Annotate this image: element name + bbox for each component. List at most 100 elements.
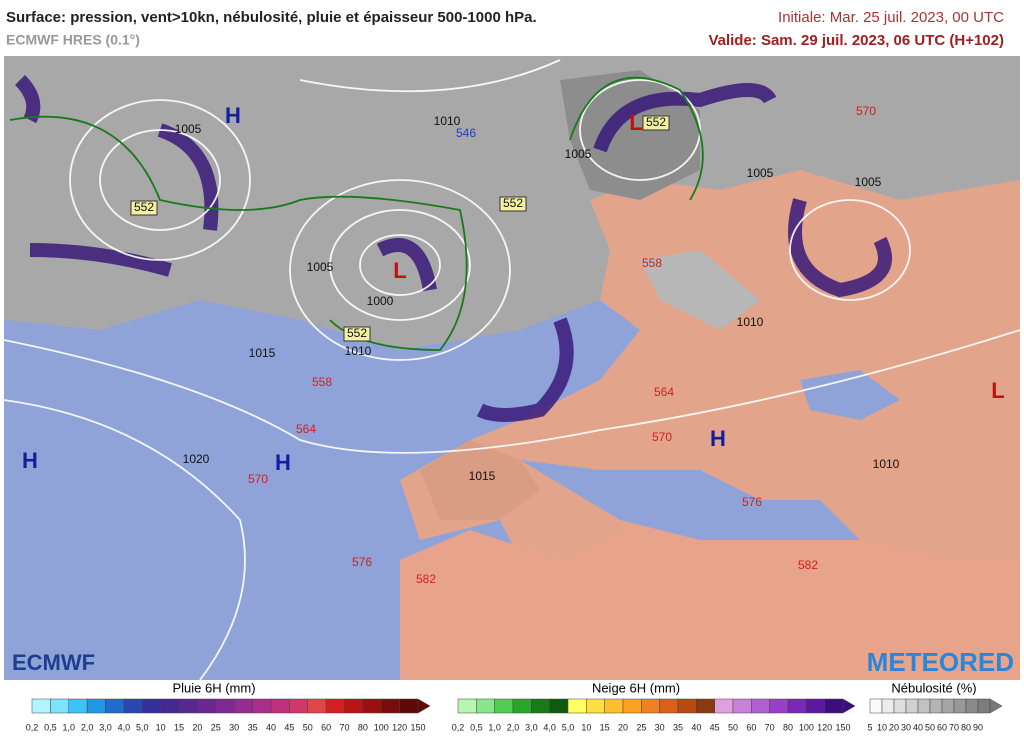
colorbar-label: 80	[961, 722, 971, 732]
colorbar-label: 20	[192, 722, 202, 732]
colorbar-label: 2,0	[507, 722, 520, 732]
colorbar-label: 45	[710, 722, 720, 732]
logo: METEORED	[867, 647, 1014, 677]
colorbar-label: 60	[746, 722, 756, 732]
colorbar-step	[977, 698, 991, 714]
map	[4, 56, 1020, 680]
contour-label: 1000	[367, 294, 394, 308]
colorbar-label: 0,5	[44, 722, 57, 732]
colorbar-label: 10	[581, 722, 591, 732]
colorbar-step	[732, 698, 752, 714]
label-box	[130, 200, 158, 216]
colorbar-label: 0,5	[470, 722, 483, 732]
colorbar-step	[142, 698, 161, 714]
contour-label: 576	[742, 495, 762, 509]
colorbar-step	[494, 698, 514, 714]
contour-label: 570	[248, 472, 268, 486]
colorbar-step	[289, 698, 308, 714]
colorbar-step	[881, 698, 895, 714]
colorbar-step	[197, 698, 217, 714]
colorbar-label: 90	[973, 722, 983, 732]
pressure-center: L	[629, 110, 642, 135]
colorbar-label: 0,2	[452, 722, 465, 732]
colorbar-step	[68, 698, 88, 714]
colorbar-label: 80	[358, 722, 368, 732]
colorbar-label: 3,0	[99, 722, 112, 732]
colorbar-step	[824, 698, 844, 714]
colorbar-step	[787, 698, 807, 714]
colorbar-label: 35	[673, 722, 683, 732]
title: Surface: pression, vent>10kn, nébulosité…	[6, 9, 537, 26]
colorbar-label: 70	[765, 722, 775, 732]
colorbar-step	[751, 698, 770, 714]
colorbar-step	[677, 698, 697, 714]
colorbar-step	[178, 698, 198, 714]
colorbar-step	[929, 698, 943, 714]
initial-time: Initiale: Mar. 25 juil. 2023, 00 UTC	[778, 9, 1004, 26]
colorbar-step	[586, 698, 605, 714]
contour-label: 570	[856, 104, 876, 118]
rain-title: Pluie 6H (mm)	[172, 680, 255, 695]
label-box	[499, 196, 527, 212]
colorbar-label: 10	[877, 722, 887, 732]
colorbar-label: 2,0	[81, 722, 94, 732]
colorbar-step	[531, 698, 550, 714]
colorbar-step	[344, 698, 364, 714]
colorbar-step	[567, 698, 587, 714]
colorbar-label: 150	[410, 722, 425, 732]
colorbar-label: 60	[321, 722, 331, 732]
colorbar-step	[659, 698, 679, 714]
colorbar-label: 150	[835, 722, 850, 732]
snow-title: Neige 6H (mm)	[592, 680, 680, 695]
colorbar-label: 70	[339, 722, 349, 732]
colorbar-label: 60	[937, 722, 947, 732]
mediterranean	[520, 460, 860, 540]
contour-label: 552	[347, 326, 367, 340]
contour-label: 1010	[873, 457, 900, 471]
colorbar-step	[622, 698, 642, 714]
iberia	[420, 440, 540, 520]
contour-label: 582	[798, 558, 818, 572]
pressure-center: H	[225, 103, 241, 128]
colorbar-step	[769, 698, 789, 714]
colorbar-step	[476, 698, 495, 714]
colorbar-label: 100	[799, 722, 814, 732]
colorbar-step	[869, 698, 883, 714]
colorbar-step	[941, 698, 955, 714]
pressure-center: H	[22, 448, 38, 473]
pressure-center: L	[393, 258, 406, 283]
colorbar-label: 30	[229, 722, 239, 732]
cloud-patch	[640, 250, 760, 330]
contour-label: 1010	[434, 114, 461, 128]
colorbar-step	[380, 698, 400, 714]
contour-label: 576	[352, 555, 372, 569]
colorbar-step	[641, 698, 660, 714]
colorbar-label: 100	[374, 722, 389, 732]
colorbar-arrow	[842, 698, 856, 714]
contour-label: 546	[456, 126, 476, 140]
colorbar-label: 1,0	[63, 722, 76, 732]
colorbar-label: 4,0	[543, 722, 556, 732]
colorbar-arrow	[417, 698, 431, 714]
contour-label: 1015	[249, 346, 276, 360]
pressure-center: H	[710, 426, 726, 451]
colorbar-label: 0,2	[26, 722, 39, 732]
colorbar-label: 15	[174, 722, 184, 732]
colorbar-step	[252, 698, 272, 714]
pressure-center: L	[991, 378, 1004, 403]
colorbar-label: 40	[266, 722, 276, 732]
colorbar-step	[362, 698, 382, 714]
colorbar-label: 20	[889, 722, 899, 732]
colorbar-step	[457, 698, 477, 714]
colorbar-step	[31, 698, 51, 714]
contour-label: 552	[646, 115, 666, 129]
colorbar-label: 50	[303, 722, 313, 732]
colorbar-step	[160, 698, 180, 714]
colorbar-step	[123, 698, 143, 714]
contour-label: 1005	[747, 166, 774, 180]
colorbar-step	[714, 698, 734, 714]
colorbar-label: 80	[783, 722, 793, 732]
colorbar-label: 10	[156, 722, 166, 732]
colorbar-step	[307, 698, 327, 714]
